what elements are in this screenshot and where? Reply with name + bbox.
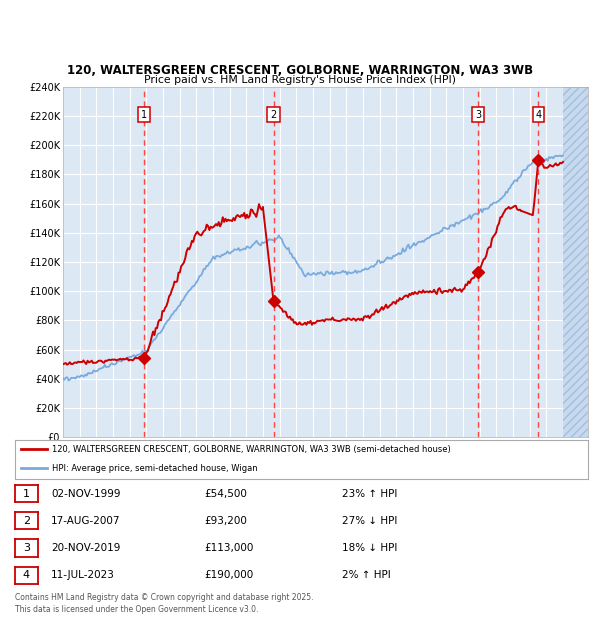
Text: 120, WALTERSGREEN CRESCENT, GOLBORNE, WARRINGTON, WA3 3WB (semi-detached house): 120, WALTERSGREEN CRESCENT, GOLBORNE, WA… [52,445,451,454]
Text: 1: 1 [23,489,30,498]
Text: 11-JUL-2023: 11-JUL-2023 [51,570,115,580]
Text: 2: 2 [271,110,277,120]
Text: 2: 2 [23,516,30,526]
Text: 3: 3 [23,543,30,553]
Text: 02-NOV-1999: 02-NOV-1999 [51,489,121,498]
Text: £54,500: £54,500 [204,489,247,498]
Text: 1: 1 [140,110,147,120]
Text: 18% ↓ HPI: 18% ↓ HPI [342,543,397,553]
Text: £113,000: £113,000 [204,543,253,553]
Text: 4: 4 [23,570,30,580]
Text: £93,200: £93,200 [204,516,247,526]
Text: HPI: Average price, semi-detached house, Wigan: HPI: Average price, semi-detached house,… [52,464,258,473]
Text: 4: 4 [535,110,542,120]
Text: Price paid vs. HM Land Registry's House Price Index (HPI): Price paid vs. HM Land Registry's House … [144,75,456,85]
Text: Contains HM Land Registry data © Crown copyright and database right 2025.
This d: Contains HM Land Registry data © Crown c… [15,593,314,614]
Text: 120, WALTERSGREEN CRESCENT, GOLBORNE, WARRINGTON, WA3 3WB: 120, WALTERSGREEN CRESCENT, GOLBORNE, WA… [67,64,533,77]
Text: 27% ↓ HPI: 27% ↓ HPI [342,516,397,526]
Text: 2% ↑ HPI: 2% ↑ HPI [342,570,391,580]
Text: £190,000: £190,000 [204,570,253,580]
Bar [563,87,588,437]
Text: 17-AUG-2007: 17-AUG-2007 [51,516,121,526]
Text: 3: 3 [475,110,481,120]
Text: 20-NOV-2019: 20-NOV-2019 [51,543,121,553]
Text: 23% ↑ HPI: 23% ↑ HPI [342,489,397,498]
